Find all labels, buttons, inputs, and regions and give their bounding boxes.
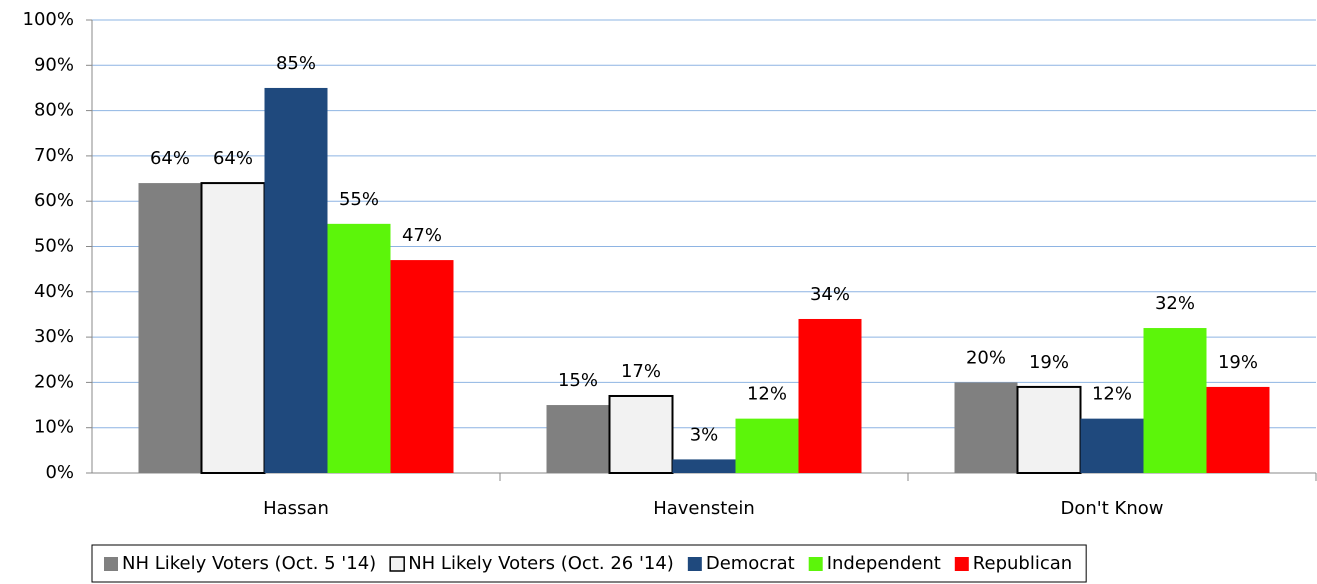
bar: [327, 223, 391, 473]
value-label: 15%: [558, 370, 598, 391]
x-tick-label: Havenstein: [653, 498, 755, 519]
value-label: 19%: [1029, 352, 1069, 373]
y-tick-label: 10%: [34, 417, 74, 438]
value-label: 19%: [1218, 352, 1258, 373]
y-tick-label: 0%: [45, 462, 74, 483]
bar: [546, 405, 610, 473]
legend-label: NH Likely Voters (Oct. 5 '14): [122, 553, 376, 574]
bar: [735, 418, 799, 473]
legend-swatch: [389, 556, 405, 572]
bar: [672, 459, 736, 473]
y-tick-label: 60%: [34, 190, 74, 211]
bar: [138, 183, 202, 473]
bar: [954, 382, 1018, 473]
legend-swatch: [687, 557, 702, 571]
value-label: 34%: [810, 284, 850, 305]
value-label: 55%: [339, 189, 379, 210]
bar: [1016, 385, 1082, 474]
y-tick-label: 50%: [34, 236, 74, 257]
value-label: 64%: [213, 148, 253, 169]
legend-swatch: [808, 557, 823, 571]
legend-label: Democrat: [706, 553, 795, 574]
x-tick-label: Hassan: [263, 498, 329, 519]
bar: [608, 394, 674, 474]
bar: [390, 260, 454, 473]
value-label: 47%: [402, 225, 442, 246]
y-tick-label: 40%: [34, 281, 74, 302]
y-tick-label: 20%: [34, 371, 74, 392]
value-label: 3%: [690, 424, 719, 445]
legend-label: Independent: [827, 553, 941, 574]
value-label: 12%: [1092, 384, 1132, 405]
legend-swatch: [104, 557, 118, 571]
value-label: 85%: [276, 53, 316, 74]
legend-swatch: [954, 557, 969, 571]
value-label: 12%: [747, 384, 787, 405]
value-label: 20%: [966, 347, 1006, 368]
bar: [798, 318, 862, 473]
y-tick-label: 80%: [34, 100, 74, 121]
x-tick-label: Don't Know: [1061, 498, 1164, 519]
legend-label: NH Likely Voters (Oct. 26 '14): [408, 553, 674, 574]
y-tick-label: 30%: [34, 326, 74, 347]
value-label: 64%: [150, 148, 190, 169]
legend-box: [91, 544, 1087, 583]
bar: [200, 182, 266, 475]
y-tick-label: 100%: [23, 9, 74, 30]
bar: [1206, 386, 1270, 473]
bar: [1143, 328, 1207, 473]
value-label: 17%: [621, 361, 661, 382]
value-label: 32%: [1155, 293, 1195, 314]
y-tick-label: 90%: [34, 54, 74, 75]
bar: [264, 87, 328, 473]
y-tick-label: 70%: [34, 145, 74, 166]
bar: [1080, 418, 1144, 473]
legend-label: Republican: [973, 553, 1072, 574]
